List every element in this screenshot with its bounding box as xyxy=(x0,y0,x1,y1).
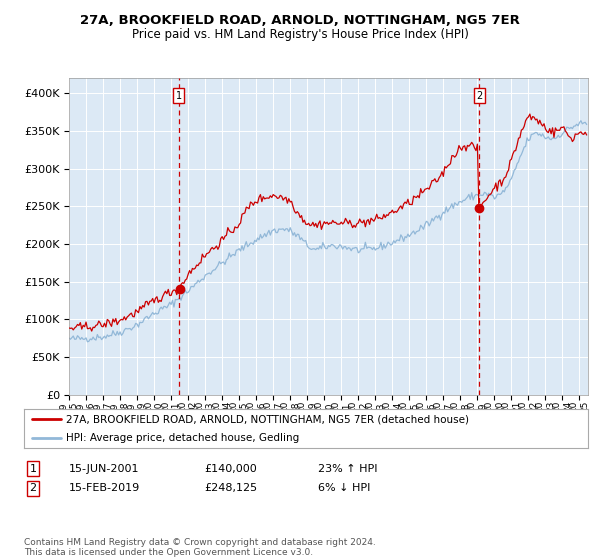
Text: 2: 2 xyxy=(476,91,482,101)
Text: 6% ↓ HPI: 6% ↓ HPI xyxy=(318,483,370,493)
Text: 1: 1 xyxy=(176,91,182,101)
Text: Contains HM Land Registry data © Crown copyright and database right 2024.
This d: Contains HM Land Registry data © Crown c… xyxy=(24,538,376,557)
Text: 23% ↑ HPI: 23% ↑ HPI xyxy=(318,464,377,474)
Text: 27A, BROOKFIELD ROAD, ARNOLD, NOTTINGHAM, NG5 7ER: 27A, BROOKFIELD ROAD, ARNOLD, NOTTINGHAM… xyxy=(80,14,520,27)
Text: £140,000: £140,000 xyxy=(204,464,257,474)
Text: £248,125: £248,125 xyxy=(204,483,257,493)
Text: Price paid vs. HM Land Registry's House Price Index (HPI): Price paid vs. HM Land Registry's House … xyxy=(131,28,469,41)
Text: 1: 1 xyxy=(29,464,37,474)
Text: 27A, BROOKFIELD ROAD, ARNOLD, NOTTINGHAM, NG5 7ER (detached house): 27A, BROOKFIELD ROAD, ARNOLD, NOTTINGHAM… xyxy=(66,414,469,424)
Text: 15-JUN-2001: 15-JUN-2001 xyxy=(69,464,139,474)
Text: HPI: Average price, detached house, Gedling: HPI: Average price, detached house, Gedl… xyxy=(66,433,299,443)
Text: 2: 2 xyxy=(29,483,37,493)
Text: 15-FEB-2019: 15-FEB-2019 xyxy=(69,483,140,493)
